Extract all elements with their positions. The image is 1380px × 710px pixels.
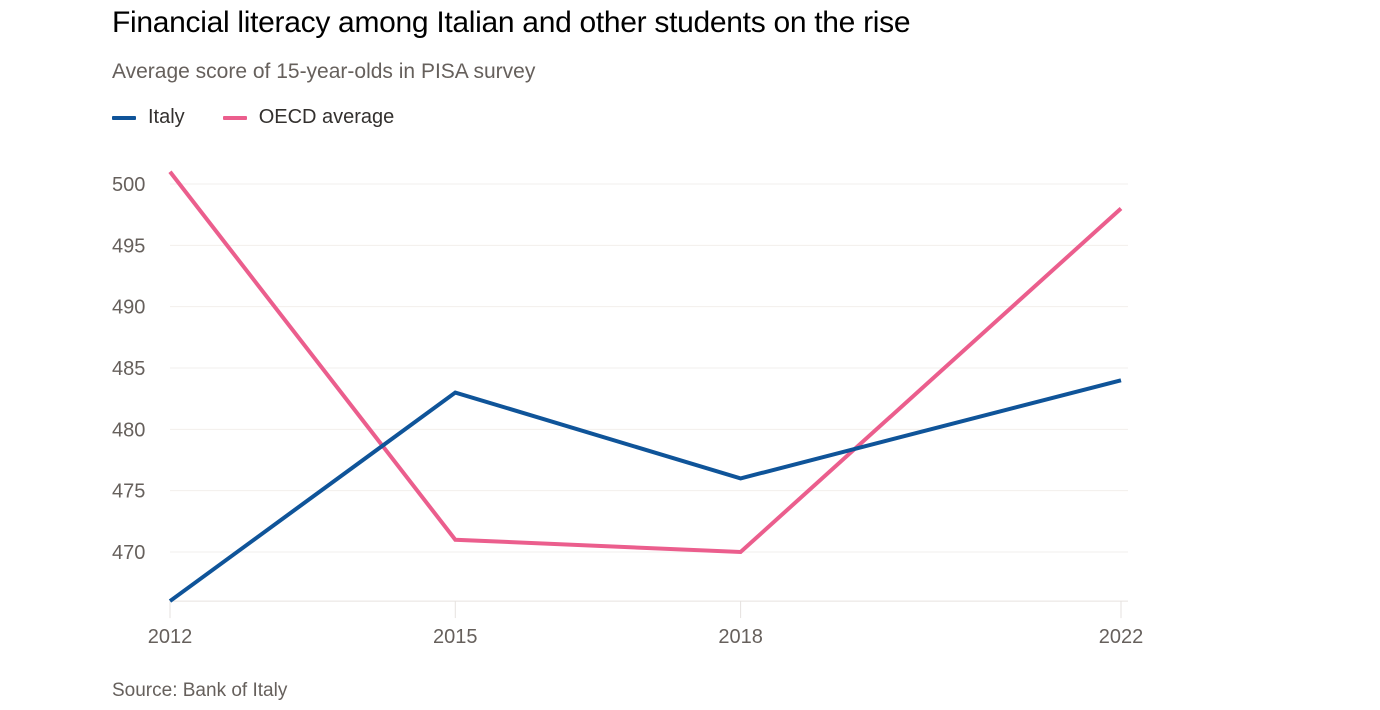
source-note: Source: Bank of Italy — [112, 680, 288, 701]
series-lines — [168, 170, 1123, 603]
y-tick-label: 490 — [112, 297, 145, 319]
y-tick-label: 470 — [112, 542, 145, 564]
y-tick-label: 475 — [112, 481, 145, 503]
y-tick-label: 480 — [112, 419, 145, 441]
legend-item-oecd: OECD average — [222, 106, 395, 129]
y-axis: 470 475 480 485 490 495 500 — [112, 174, 145, 564]
legend-label-italy: Italy — [148, 106, 185, 128]
series-line-oecd-average — [168, 170, 1123, 555]
chart-title: Financial literacy among Italian and oth… — [112, 6, 911, 39]
y-tick-label: 495 — [112, 235, 145, 257]
legend-label-oecd: OECD average — [258, 106, 395, 128]
legend-swatch-oecd — [222, 115, 247, 120]
series-line-italy — [168, 378, 1122, 603]
y-tick-label: 485 — [112, 358, 145, 380]
x-tick-label: 2012 — [148, 626, 193, 648]
legend: Italy OECD average — [112, 106, 432, 129]
x-tick-label: 2018 — [718, 626, 763, 648]
x-axis: 2012 2015 2018 2022 — [148, 600, 1144, 648]
gridlines — [170, 183, 1128, 553]
x-tick-label: 2022 — [1099, 626, 1144, 648]
x-tick-label: 2015 — [433, 626, 478, 648]
y-tick-label: 500 — [112, 174, 145, 196]
legend-swatch-italy — [112, 115, 136, 120]
chart-subtitle: Average score of 15-year-olds in PISA su… — [112, 60, 536, 83]
legend-item-italy: Italy — [112, 106, 185, 129]
